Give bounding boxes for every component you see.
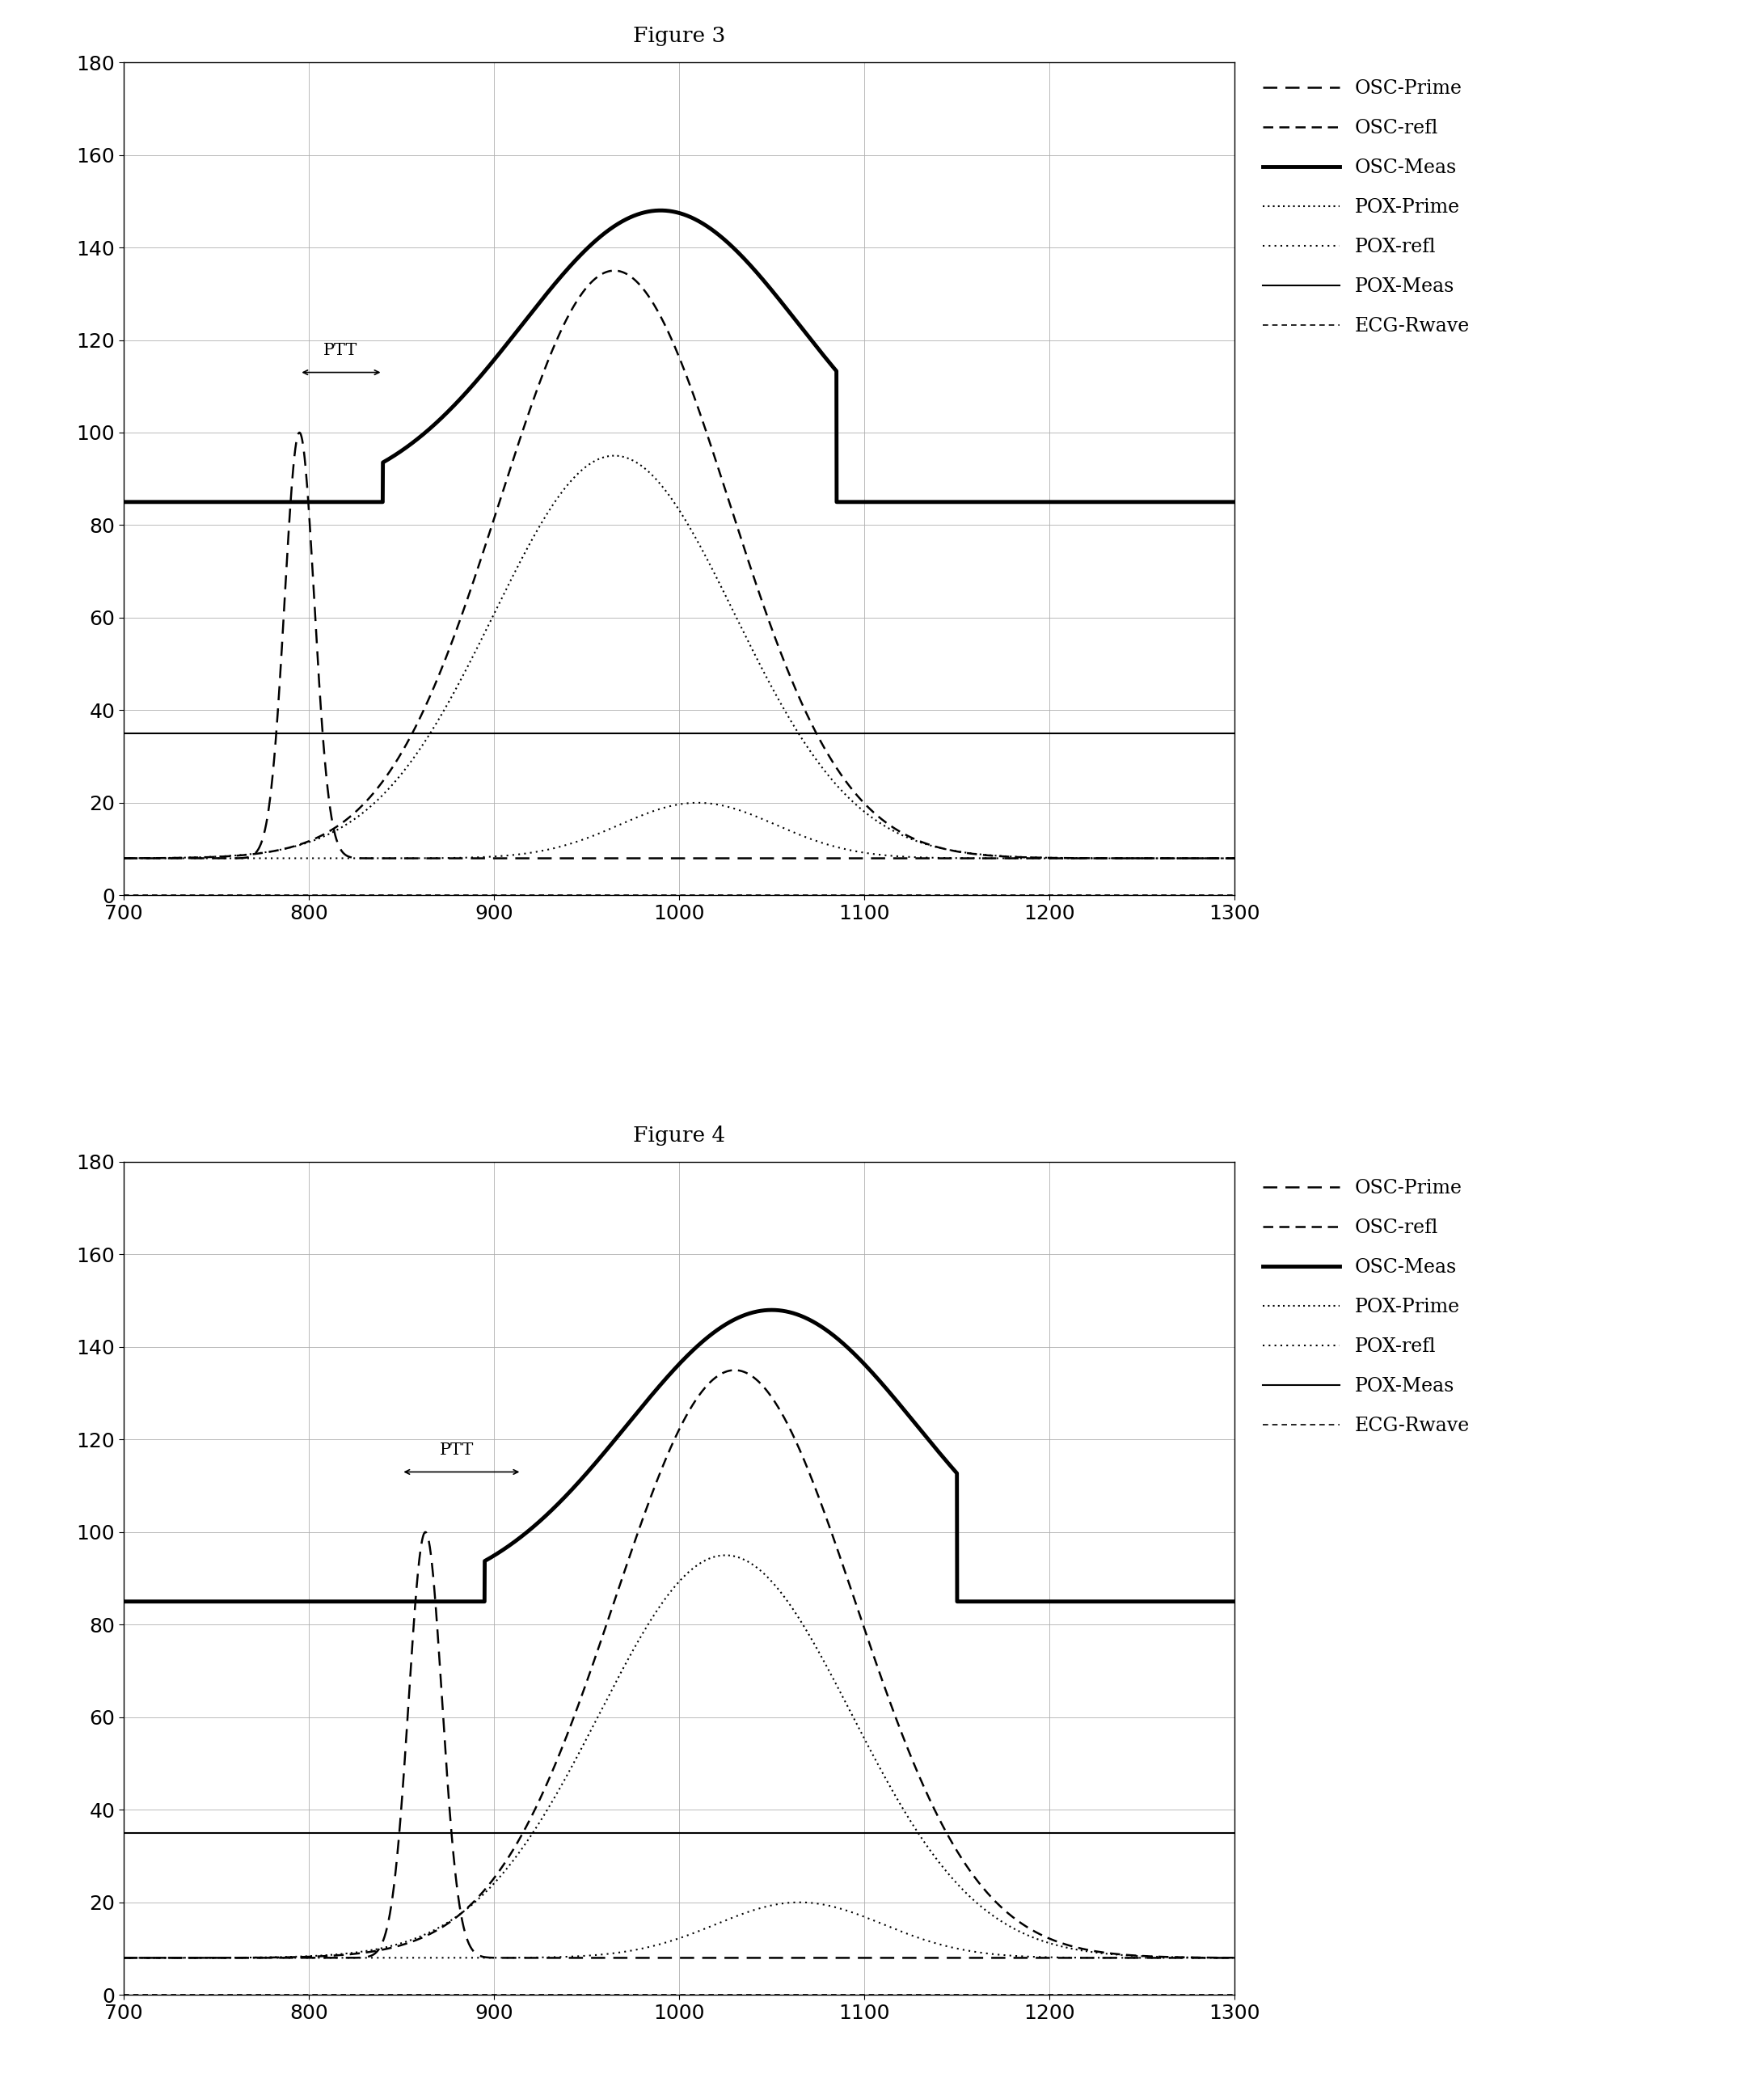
Text: PTT: PTT: [323, 343, 358, 359]
Text: PTT: PTT: [439, 1442, 475, 1459]
Title: Figure 3: Figure 3: [633, 25, 725, 46]
Legend: OSC-Prime, OSC-refl, OSC-Meas, POX-Prime, POX-refl, POX-Meas, ECG-Rwave: OSC-Prime, OSC-refl, OSC-Meas, POX-Prime…: [1256, 1172, 1476, 1442]
Legend: OSC-Prime, OSC-refl, OSC-Meas, POX-Prime, POX-refl, POX-Meas, ECG-Rwave: OSC-Prime, OSC-refl, OSC-Meas, POX-Prime…: [1256, 73, 1476, 343]
Title: Figure 4: Figure 4: [633, 1126, 725, 1145]
